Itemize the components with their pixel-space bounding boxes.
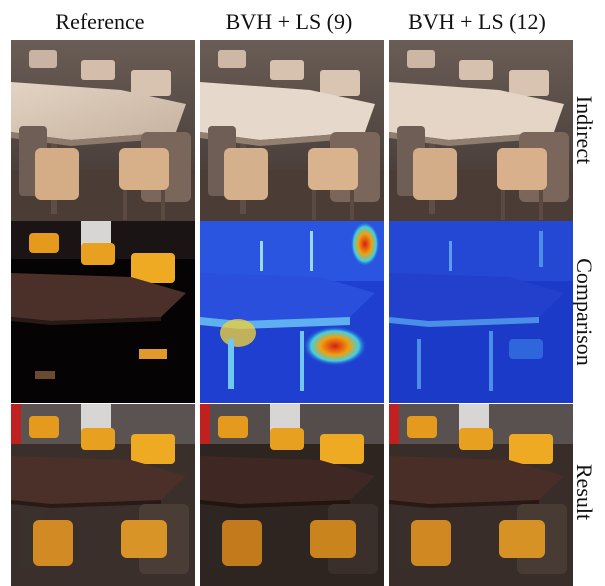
image-result-bvh-ls-12 (389, 404, 573, 586)
image-comparison-bvh-ls-9 (200, 221, 384, 403)
image-comparison-reference (11, 221, 195, 403)
image-result-bvh-ls-9 (200, 404, 384, 586)
column-title-reference: Reference (55, 9, 145, 34)
column-title-bvh-ls-9: BVH + LS (9) (225, 9, 353, 34)
image-indirect-reference (11, 40, 195, 222)
column-title-bvh-ls-12: BVH + LS (12) (408, 9, 546, 34)
image-comparison-bvh-ls-12 (389, 221, 573, 403)
image-result-reference (11, 404, 195, 586)
image-indirect-bvh-ls-12 (389, 40, 573, 222)
image-indirect-bvh-ls-9 (200, 40, 384, 222)
